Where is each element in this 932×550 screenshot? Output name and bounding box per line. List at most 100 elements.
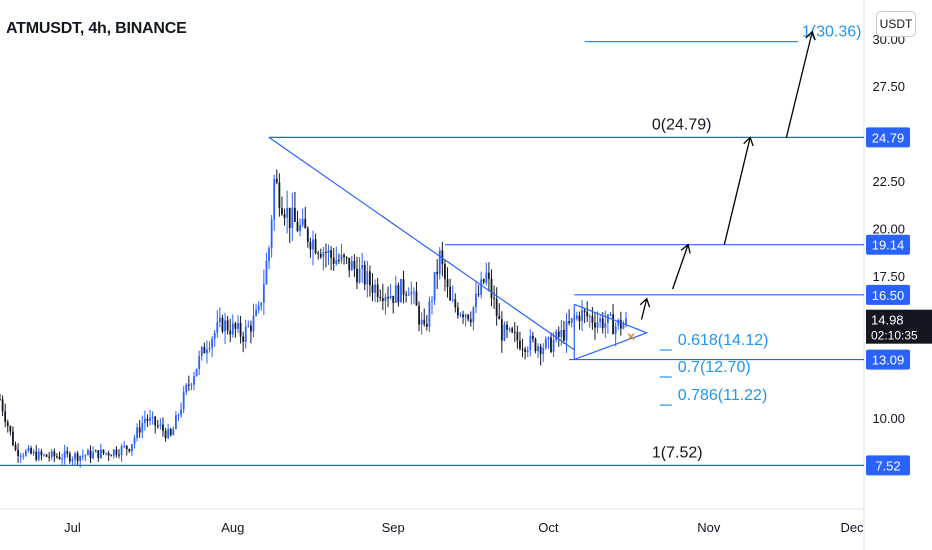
- candle-body: [17, 449, 20, 457]
- candle-body: [97, 450, 100, 459]
- candlestick-series: [0, 169, 627, 468]
- x-tick-label: Nov: [697, 520, 721, 535]
- candle-body: [332, 257, 335, 265]
- candle-body: [376, 284, 379, 297]
- candle-body: [488, 272, 490, 279]
- candle-body: [363, 264, 366, 285]
- candle-body: [128, 449, 131, 452]
- candle-body: [534, 338, 537, 352]
- candle-body: [164, 430, 167, 439]
- fib-label: 0.7(12.70): [678, 359, 751, 376]
- candle-body: [281, 208, 283, 215]
- fib-label: 0(24.79): [652, 116, 712, 133]
- arrow-head: [743, 136, 754, 147]
- candle-body: [379, 296, 382, 299]
- candle-body: [464, 314, 467, 318]
- candle-body: [563, 329, 565, 341]
- candle-body: [149, 417, 151, 421]
- candle-body: [565, 321, 568, 341]
- candle-body: [588, 316, 591, 318]
- arrow-head: [805, 30, 816, 41]
- currency-button[interactable]: USDT: [876, 11, 916, 37]
- candle-body: [262, 284, 265, 303]
- trendline: [268, 136, 575, 351]
- candle-body: [583, 310, 586, 312]
- candle-body: [229, 330, 232, 335]
- candle-body: [625, 318, 627, 325]
- candle-body: [503, 324, 506, 341]
- projection-arrow: [640, 298, 648, 320]
- candle-body: [32, 451, 35, 454]
- projection-arrow: [785, 31, 813, 138]
- candle-body: [283, 214, 286, 218]
- y-tick-label: 22.50: [872, 174, 905, 189]
- candle-body: [423, 319, 426, 324]
- candle-body: [358, 268, 361, 283]
- candle-body: [92, 452, 95, 459]
- candle-body: [180, 409, 182, 416]
- candle-body: [19, 455, 22, 457]
- price-level-badge: [866, 455, 910, 476]
- candle-body: [317, 253, 320, 255]
- candle-body: [578, 315, 581, 322]
- candle-body: [446, 279, 449, 287]
- candle-body: [526, 350, 529, 352]
- candle-body: [206, 349, 208, 354]
- candle-body: [495, 298, 498, 316]
- candle-body: [120, 446, 123, 456]
- candle-body: [335, 260, 338, 265]
- price-level-badge-label: 19.14: [872, 238, 905, 253]
- candle-body: [392, 295, 395, 303]
- candle-body: [58, 456, 61, 460]
- candle-body: [146, 418, 149, 421]
- candle-body: [273, 178, 276, 220]
- candle-body: [516, 332, 519, 341]
- candle-body: [348, 257, 351, 271]
- candle-body: [224, 320, 226, 332]
- chart-title: ATMUSDT, 4h, BINANCE: [6, 20, 187, 37]
- candle-body: [275, 178, 278, 183]
- candle-body: [454, 299, 457, 308]
- candle-body: [412, 291, 415, 293]
- candle-body: [371, 284, 374, 293]
- candle-body: [112, 449, 115, 456]
- candle-body: [477, 293, 480, 295]
- x-tick-label: Jul: [64, 520, 81, 535]
- candle-body: [71, 459, 74, 462]
- price-level-badge: [866, 234, 910, 255]
- triangle-pattern: [574, 303, 649, 360]
- candle-body: [521, 348, 524, 350]
- candle-body: [400, 278, 402, 303]
- candle-body: [374, 284, 376, 293]
- candle-body: [524, 349, 527, 352]
- candle-body: [288, 207, 291, 228]
- candle-body: [237, 322, 239, 329]
- candle-body: [456, 307, 459, 316]
- candle-body: [304, 218, 307, 229]
- candle-body: [438, 250, 441, 274]
- candle-body: [123, 445, 126, 447]
- candle-body: [270, 219, 273, 249]
- candle-body: [14, 445, 17, 450]
- candle-body: [319, 254, 322, 258]
- candle-body: [345, 257, 348, 259]
- candle-body: [291, 207, 294, 228]
- candle-body: [353, 260, 356, 269]
- candle-body: [381, 298, 384, 302]
- candle-body: [255, 309, 257, 316]
- candle-body: [513, 331, 516, 333]
- candle-body: [356, 268, 358, 283]
- candle-body: [107, 452, 110, 456]
- candle-body: [449, 286, 452, 301]
- candle-body: [459, 314, 462, 316]
- candle-body: [193, 376, 195, 385]
- candle-body: [102, 449, 105, 454]
- candle-body: [299, 224, 301, 232]
- candle-body: [407, 294, 410, 296]
- candle-body: [482, 279, 485, 283]
- candle-body: [9, 426, 12, 432]
- candle-body: [172, 428, 175, 436]
- fib-label: 1(7.52): [652, 444, 703, 461]
- candle-body: [436, 271, 439, 274]
